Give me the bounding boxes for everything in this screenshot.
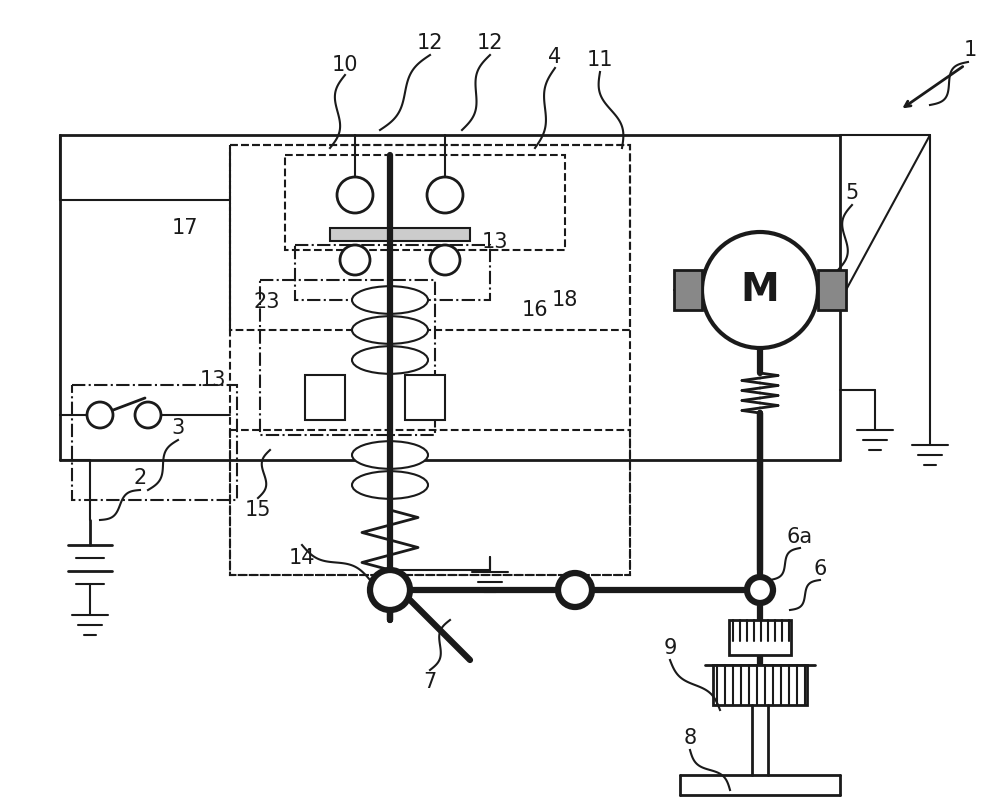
Bar	[72, 385, 237, 500]
Text: 9: 9	[663, 638, 677, 658]
Text: 18: 18	[552, 290, 578, 310]
Circle shape	[87, 402, 113, 428]
Text: 16: 16	[522, 300, 548, 320]
Text: 10: 10	[332, 55, 358, 75]
Bar	[729, 620, 791, 655]
Circle shape	[337, 177, 373, 213]
Bar	[713, 665, 807, 705]
Circle shape	[430, 245, 460, 275]
Circle shape	[747, 577, 773, 603]
Bar	[405, 375, 445, 420]
Bar	[818, 270, 846, 310]
Bar	[330, 228, 470, 241]
Text: 3: 3	[171, 418, 185, 438]
Bar	[230, 145, 630, 575]
Bar	[230, 430, 630, 575]
Text: 11: 11	[587, 50, 613, 70]
Circle shape	[370, 570, 410, 610]
Text: 5: 5	[845, 183, 859, 203]
Circle shape	[340, 245, 370, 275]
Ellipse shape	[352, 316, 428, 344]
Bar	[230, 145, 630, 330]
Text: 1: 1	[963, 40, 977, 60]
Text: 13: 13	[482, 232, 508, 252]
Ellipse shape	[352, 286, 428, 314]
Bar	[305, 375, 345, 420]
Text: 23: 23	[254, 292, 280, 312]
Text: 6: 6	[813, 559, 827, 579]
Circle shape	[427, 177, 463, 213]
Ellipse shape	[352, 441, 428, 469]
Text: 6a: 6a	[787, 527, 813, 547]
Circle shape	[702, 232, 818, 348]
Bar	[285, 155, 565, 250]
Text: M: M	[741, 271, 779, 309]
Bar	[295, 245, 490, 300]
Ellipse shape	[352, 471, 428, 499]
Ellipse shape	[352, 346, 428, 374]
Text: 15: 15	[245, 500, 271, 520]
Text: 8: 8	[683, 728, 697, 748]
Text: 7: 7	[423, 672, 437, 692]
Circle shape	[558, 573, 592, 607]
Text: 12: 12	[417, 33, 443, 53]
Text: 4: 4	[548, 47, 562, 67]
Circle shape	[135, 402, 161, 428]
Bar	[674, 270, 702, 310]
Text: 2: 2	[133, 468, 147, 488]
Text: 13: 13	[200, 370, 226, 390]
Text: 12: 12	[477, 33, 503, 53]
Text: 14: 14	[289, 548, 315, 568]
Text: 17: 17	[172, 218, 198, 238]
Bar	[260, 280, 435, 435]
